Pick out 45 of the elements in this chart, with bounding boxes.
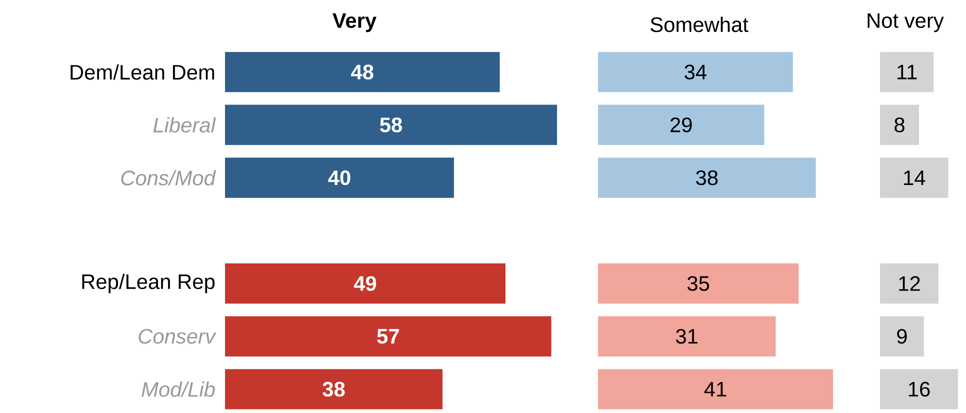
data-label: 35	[687, 276, 710, 291]
y-tick-label: Dem/Lean Dem	[70, 64, 214, 80]
bar	[880, 104, 920, 145]
bar	[225, 158, 454, 198]
data-label: 58	[380, 117, 402, 132]
chart-title: Somewhat	[650, 16, 748, 32]
y-tick-label: Conserv	[138, 328, 216, 344]
bar	[225, 263, 506, 304]
y-tick-label: Cons/Mod	[121, 170, 216, 186]
bar	[598, 158, 816, 198]
data-label: 38	[696, 170, 718, 186]
data-label: 57	[377, 329, 399, 344]
bar	[598, 52, 793, 92]
data-label: 9	[897, 328, 907, 344]
bar	[880, 158, 948, 198]
bar	[225, 52, 500, 92]
y-tick-label: Rep/Lean Rep	[82, 274, 215, 294]
data-label: 40	[328, 170, 350, 186]
data-label: 48	[351, 64, 374, 80]
bar	[880, 316, 924, 356]
data-label: 11	[898, 64, 917, 80]
data-label: 29	[670, 117, 692, 132]
data-label: 34	[684, 64, 706, 80]
data-label: 49	[354, 276, 376, 291]
data-label: 8	[894, 117, 904, 132]
data-label: 12	[899, 276, 920, 291]
bar	[598, 316, 776, 356]
bar	[225, 369, 443, 410]
bar	[880, 263, 939, 304]
bar	[880, 369, 958, 410]
y-tick-label: Liberal	[153, 117, 216, 133]
chart-title: Very	[332, 13, 376, 32]
bar	[225, 316, 552, 356]
data-label: 14	[904, 170, 926, 185]
bar	[598, 104, 764, 145]
bar	[598, 369, 834, 410]
y-tick-label: Mod/Lib	[142, 382, 215, 397]
data-label: 16	[908, 382, 930, 397]
bar	[225, 104, 557, 145]
bar	[880, 52, 934, 92]
data-label: 41	[704, 382, 726, 396]
data-label: 38	[322, 382, 345, 397]
bar	[598, 263, 799, 304]
data-label: 31	[676, 328, 698, 344]
chart-title: Not very	[868, 13, 944, 32]
